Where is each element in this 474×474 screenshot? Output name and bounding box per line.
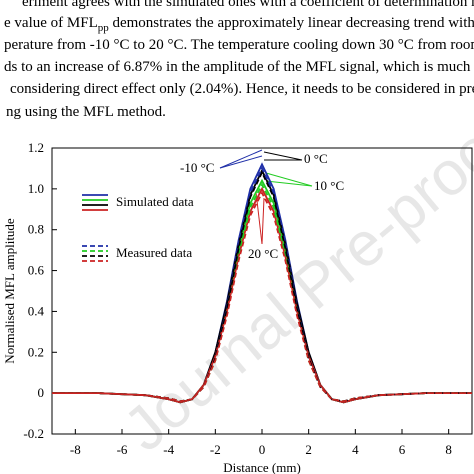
pointer [261, 197, 265, 245]
pointer [219, 155, 263, 169]
x-tick-label: -6 [117, 442, 128, 457]
annotation: 10 °C [314, 178, 344, 193]
y-tick-label: 0.2 [28, 344, 44, 359]
x-tick-label: 4 [352, 442, 359, 457]
text-line: ng using the MFL method. [6, 104, 166, 120]
y-tick-label: -0.2 [23, 426, 44, 441]
annotation: 20 °C [248, 246, 278, 261]
x-tick-label: 6 [399, 442, 406, 457]
x-tick-label: -8 [70, 442, 81, 457]
x-tick-label: 2 [305, 442, 312, 457]
annotation-pointers [219, 149, 313, 245]
text-line: e value of MFLpp demonstrates the approx… [4, 15, 474, 34]
series-line [52, 190, 472, 403]
pointer [265, 180, 313, 187]
x-axis-label: Distance (mm) [223, 460, 301, 474]
text-span: demonstrates the approximately linear de… [109, 15, 474, 31]
y-tick-label: 0.4 [28, 303, 45, 318]
y-axis-label: Normalised MFL amplitude [2, 218, 17, 364]
pointer [265, 172, 313, 187]
text-line: perature from -10 °C to 20 °C. The tempe… [4, 37, 474, 53]
subscript: pp [98, 22, 110, 34]
text-line: ds to an increase of 6.87% in the amplit… [4, 59, 474, 75]
y-tick-label: 0.8 [28, 222, 44, 237]
legend-label: Simulated data [116, 194, 194, 209]
x-tick-label: 8 [445, 442, 452, 457]
series-line [52, 170, 472, 403]
text-line: considering direct effect only (2.04%). … [10, 81, 474, 97]
text-line: eriment agrees with the simulated ones w… [22, 0, 474, 10]
y-tick-label: 0 [38, 385, 45, 400]
series-line [52, 182, 472, 403]
x-tick-label: -4 [163, 442, 174, 457]
pointer [263, 151, 303, 161]
x-tick-label: -2 [210, 442, 221, 457]
y-tick-label: 1.2 [28, 140, 44, 155]
legend-label: Measured data [116, 245, 192, 260]
x-tick-label: 0 [259, 442, 266, 457]
pointer [219, 149, 263, 169]
y-tick-label: 0.6 [28, 263, 45, 278]
annotation: 0 °C [304, 151, 328, 166]
text-span: e value of MFL [4, 15, 98, 31]
annotation: -10 °C [180, 160, 214, 175]
y-tick-label: 1.0 [28, 181, 44, 196]
